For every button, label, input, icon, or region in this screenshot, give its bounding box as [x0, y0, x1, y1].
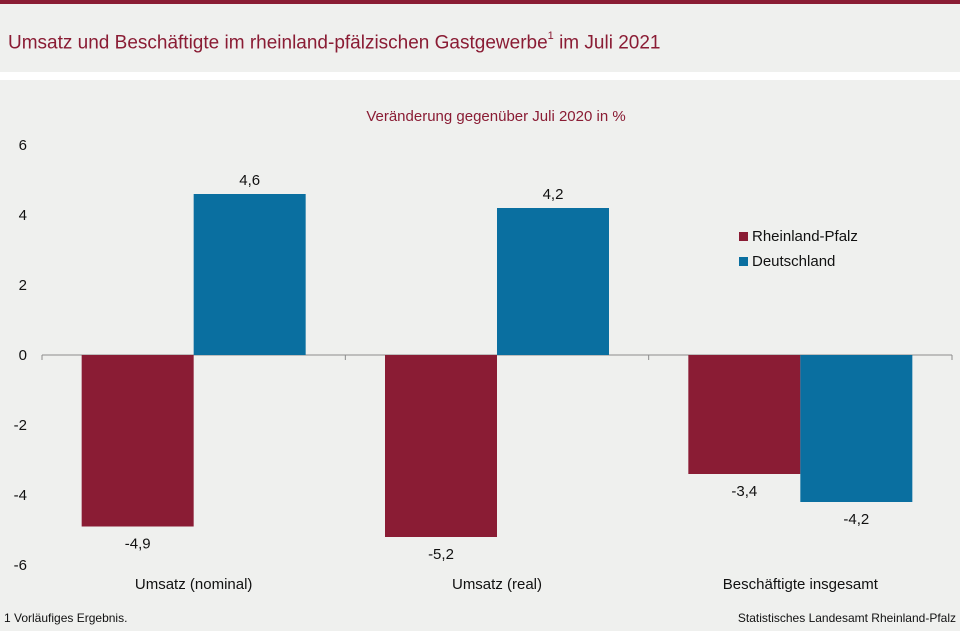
data-label: 4,6: [239, 172, 260, 189]
x-category-label: Beschäftigte insgesamt: [723, 576, 879, 593]
title-separator: [0, 72, 960, 80]
bar-rlp: [688, 355, 801, 474]
bar-rlp: [385, 355, 497, 537]
chart-subtitle: Veränderung gegenüber Juli 2020 in %: [366, 108, 625, 125]
legend-swatch: [739, 232, 748, 241]
footnote: 1 Vorläufiges Ergebnis.: [4, 611, 128, 625]
legend-label: Deutschland: [752, 253, 835, 270]
data-label: -4,9: [125, 536, 151, 553]
y-tick-label: -6: [14, 557, 27, 574]
data-label: -5,2: [428, 546, 454, 563]
title-suffix: im Juli 2021: [553, 32, 661, 54]
bar-de: [800, 355, 913, 502]
page-title: Umsatz und Beschäftigte im rheinland-pfä…: [8, 30, 661, 54]
title-bar: Umsatz und Beschäftigte im rheinland-pfä…: [0, 4, 960, 72]
data-label: -3,4: [731, 483, 757, 500]
legend-label: Rheinland-Pfalz: [752, 228, 858, 245]
data-label: 4,2: [543, 186, 564, 203]
x-category-label: Umsatz (real): [452, 576, 542, 593]
x-category-label: Umsatz (nominal): [135, 576, 253, 593]
y-tick-label: 4: [19, 207, 27, 224]
legend-swatch: [739, 257, 748, 266]
top-accent-rule: [0, 0, 960, 4]
title-footnote-marker: 1: [547, 30, 554, 42]
source-note: Statistisches Landesamt Rheinland-Pfalz: [737, 611, 956, 625]
bar-de: [193, 194, 306, 355]
y-tick-label: -2: [14, 417, 27, 434]
y-tick-label: 2: [19, 277, 27, 294]
y-tick-label: 6: [19, 137, 27, 154]
bar-de: [497, 208, 609, 355]
y-tick-label: -4: [14, 487, 27, 504]
title-main: Umsatz und Beschäftigte im rheinland-pfä…: [8, 32, 548, 54]
bar-rlp: [81, 355, 194, 527]
data-label: -4,2: [843, 511, 869, 528]
y-tick-label: 0: [19, 347, 27, 364]
